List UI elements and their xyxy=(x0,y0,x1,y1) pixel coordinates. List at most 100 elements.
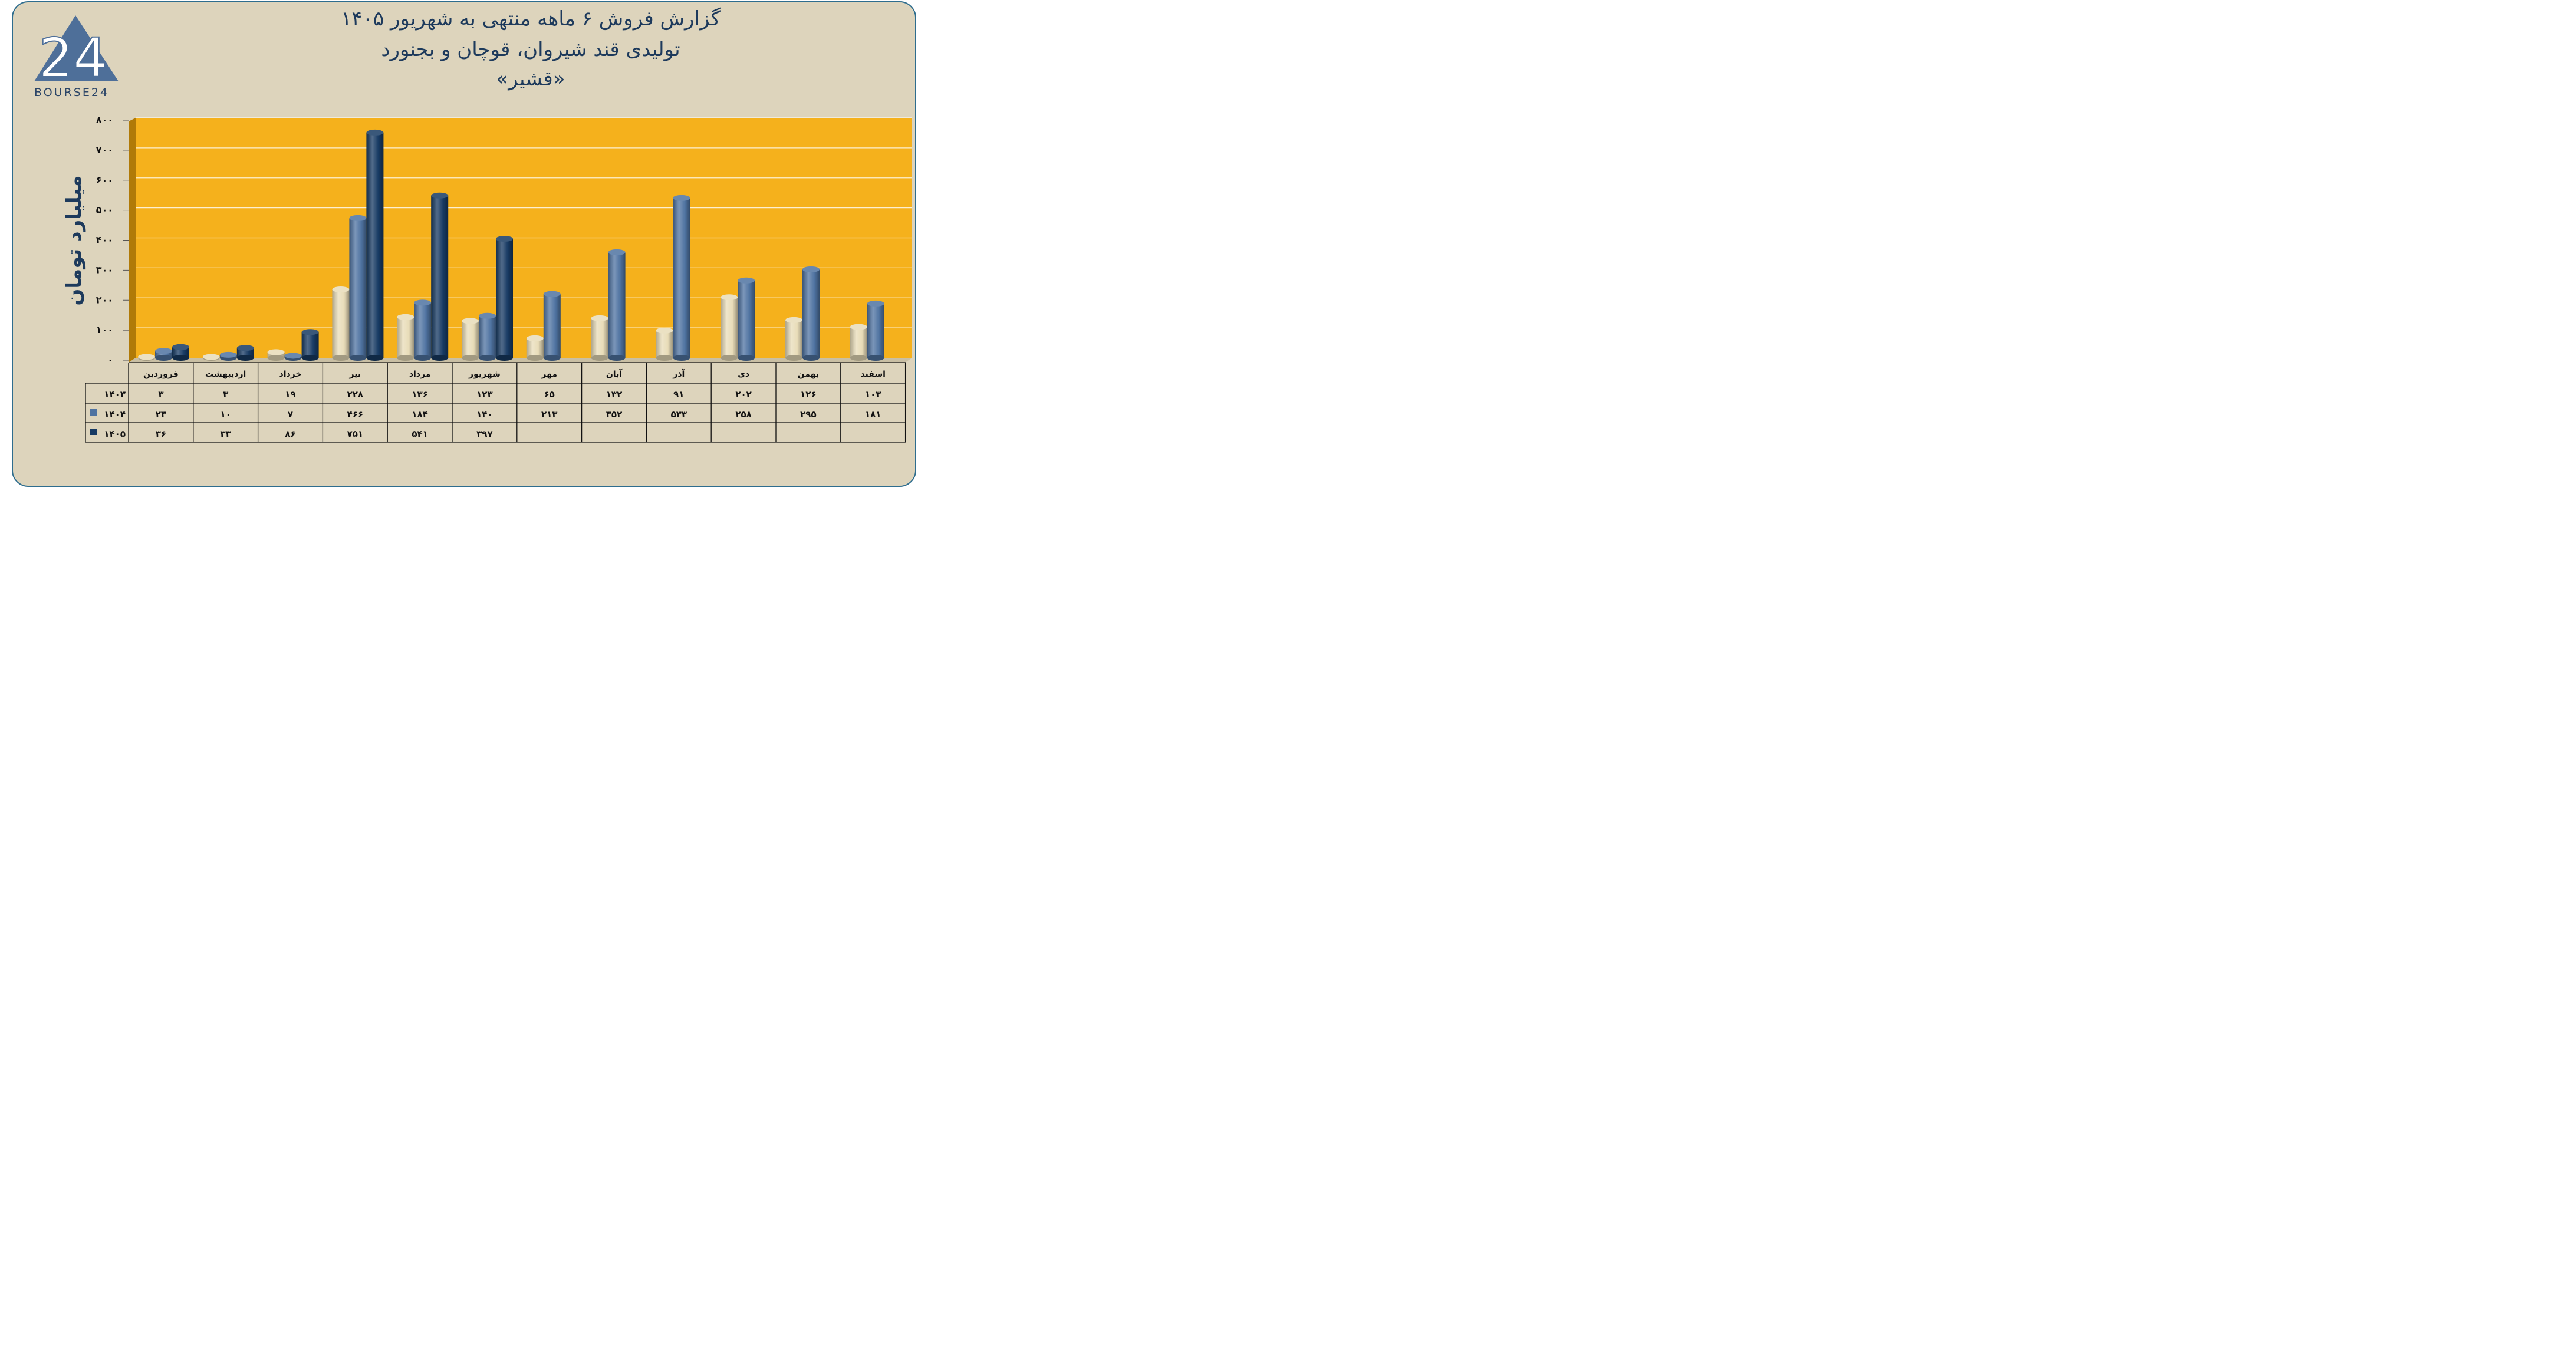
chart: ۰ ۱۰۰ ۲۰۰ ۳۰۰ ۴۰۰ ۵۰۰ ۶۰۰ ۷۰۰ ۸۰۰ فروردین اردیبهشت… xyxy=(85,114,912,443)
bar xyxy=(479,315,496,358)
bar-top xyxy=(397,314,414,320)
bar-top xyxy=(850,324,867,330)
bar-top xyxy=(785,317,802,323)
bar-base xyxy=(414,355,432,361)
legend-swatch xyxy=(90,429,97,435)
category-label: آبان xyxy=(606,368,623,379)
table-cell: ۱۲۶ xyxy=(800,389,816,400)
bar xyxy=(591,318,608,358)
legend-swatch xyxy=(90,409,97,416)
table-cell: ۳۳ xyxy=(221,429,231,439)
bar-top xyxy=(349,215,367,221)
table-cell: ۳ xyxy=(223,389,228,400)
category-label: آذر xyxy=(672,368,685,379)
bar-base xyxy=(721,355,738,361)
table-cell: ۲۰۲ xyxy=(735,389,751,400)
bar xyxy=(526,338,544,358)
table-cell: ۲۹۵ xyxy=(800,409,816,420)
table-cell: ۷۵۱ xyxy=(347,429,363,439)
logo-mark: 24 xyxy=(38,27,107,84)
bar-top xyxy=(543,291,561,297)
bar-top xyxy=(608,249,626,255)
bar-base xyxy=(349,355,367,361)
bar-top xyxy=(155,348,172,354)
bar xyxy=(785,320,802,358)
table-cell: ۱۹ xyxy=(285,389,295,400)
logo-text: BOURSE24 xyxy=(34,86,110,99)
table-cell: ۱۰ xyxy=(221,409,231,420)
bar-top xyxy=(172,344,189,350)
category-label: اسفند xyxy=(860,370,885,379)
table-cell: ۳۵۲ xyxy=(606,409,622,420)
table-cell: ۳۶ xyxy=(156,429,166,439)
bar-top xyxy=(138,354,155,360)
bar xyxy=(397,317,414,358)
bar xyxy=(850,327,867,358)
y-tick-label: ۱۰۰ xyxy=(96,324,113,335)
bar-top xyxy=(219,351,237,358)
bar-top xyxy=(462,318,479,324)
table-cell: ۲۳ xyxy=(156,409,166,420)
bar-base xyxy=(543,355,561,361)
bar-base xyxy=(301,355,319,361)
bar xyxy=(172,347,189,358)
bar-base xyxy=(785,355,802,361)
bar-base xyxy=(526,355,544,361)
bar-top xyxy=(591,315,608,321)
bar-base xyxy=(236,355,254,361)
bar-top xyxy=(526,335,544,341)
bar xyxy=(867,303,884,358)
bar xyxy=(608,252,626,358)
bar-base xyxy=(366,355,384,361)
table-cell: ۲۱۳ xyxy=(541,409,557,420)
bar-top xyxy=(301,329,319,335)
bar-base xyxy=(332,355,350,361)
table-cell: ۴۶۶ xyxy=(347,409,363,420)
bar-top xyxy=(284,353,302,359)
bar-top xyxy=(721,294,738,301)
bar xyxy=(155,351,172,358)
bar-top xyxy=(802,266,820,272)
bar-base xyxy=(479,355,496,361)
series-name: ۱۴۰۴ xyxy=(104,409,126,420)
bar-base xyxy=(802,355,820,361)
table-cell: ۱۳۲ xyxy=(606,389,622,400)
table-cell: ۱۳۶ xyxy=(412,389,427,400)
y-tick-label: ۵۰۰ xyxy=(96,205,113,216)
category-label: فروردین xyxy=(143,370,179,379)
category-label: شهریور xyxy=(468,370,501,379)
bar xyxy=(802,269,820,358)
bar-base xyxy=(850,355,867,361)
table-cell: ۲۲۸ xyxy=(347,389,363,400)
bar-base xyxy=(656,355,673,361)
table-cell: ۵۳۳ xyxy=(671,409,687,420)
bar-base xyxy=(397,355,414,361)
series-name: ۱۴۰۵ xyxy=(104,429,126,439)
bar xyxy=(349,218,367,358)
table-cell: ۱۴۰ xyxy=(476,409,492,420)
table-cell: ۸۶ xyxy=(285,429,295,439)
bar-top xyxy=(267,349,285,355)
y-tick-label: ۳۰۰ xyxy=(96,264,113,275)
y-tick-label: ۰ xyxy=(107,354,113,365)
bar-base xyxy=(496,355,513,361)
bar xyxy=(301,332,319,358)
bar xyxy=(366,132,384,358)
bar-base xyxy=(462,355,479,361)
table-cell: ۹۱ xyxy=(673,389,684,400)
bar-top xyxy=(496,236,513,242)
table-cell: ۱۰۳ xyxy=(865,389,881,400)
table-cell: ۲۵۸ xyxy=(735,409,751,420)
bar-top xyxy=(236,345,254,351)
bar xyxy=(462,321,479,358)
bar-base xyxy=(738,355,755,361)
bar-base xyxy=(172,355,189,361)
table-cell: ۱۲۳ xyxy=(476,389,492,400)
bar xyxy=(431,195,449,358)
table-cell: ۶۵ xyxy=(544,389,555,400)
bar xyxy=(656,330,673,358)
bar-top xyxy=(867,300,884,307)
bar-top xyxy=(332,286,350,293)
table-cell: ۳۹۷ xyxy=(476,429,492,439)
category-label: خرداد xyxy=(279,370,302,379)
